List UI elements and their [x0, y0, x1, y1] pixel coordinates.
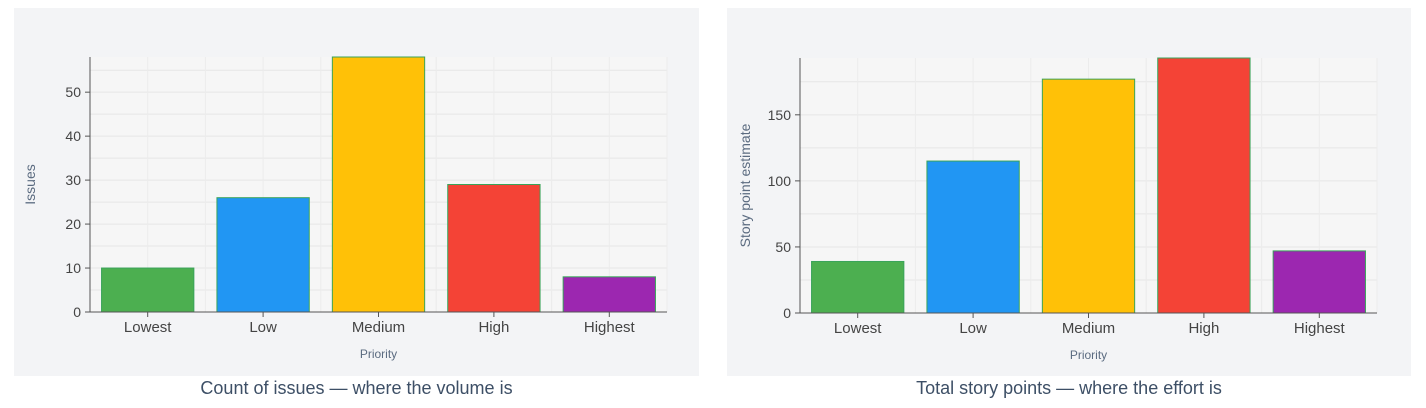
y-tick-label: 50: [65, 84, 81, 100]
x-tick-label: High: [478, 319, 509, 336]
y-axis-title: Issues: [22, 164, 38, 204]
x-tick-label: Lowest: [124, 319, 172, 336]
x-tick-label: Medium: [1062, 320, 1115, 337]
y-tick-label: 0: [73, 304, 81, 320]
x-tick-label: Lowest: [834, 320, 882, 337]
y-tick-label: 20: [65, 216, 81, 232]
x-tick-label: Highest: [1294, 320, 1346, 337]
x-tick-label: High: [1188, 320, 1219, 337]
bar-lowest: [811, 260, 905, 314]
chart-panel-story-points: 0 50 100 150 Lowest Low Medium High Highest Prior…: [727, 8, 1411, 376]
bar-lowest: [101, 267, 195, 313]
bar-highest: [562, 276, 656, 313]
bar-low: [216, 197, 310, 313]
chart-caption-issues: Count of issues — where the volume is: [200, 378, 513, 398]
x-tick-label: Low: [249, 319, 277, 336]
x-axis-title: Priority: [1070, 348, 1107, 362]
bar-medium: [1041, 78, 1136, 314]
bar-high: [1157, 57, 1251, 314]
x-tick-label: Medium: [352, 319, 405, 336]
chart-caption-story-points: Total story points — where the effort is: [916, 378, 1222, 398]
y-tick-label: 30: [65, 172, 81, 188]
y-tick-label: 0: [783, 305, 791, 321]
y-tick-label: 150: [768, 107, 792, 123]
x-tick-label: Low: [959, 320, 987, 337]
bar-low: [926, 160, 1020, 314]
bar-highest: [1272, 250, 1366, 314]
x-tick-label: Highest: [584, 319, 636, 336]
y-tick-label: 100: [768, 173, 792, 189]
issues-by-priority-chart: 0 10 20 30 40 50 Lowest Low Medium High Highest Pri…: [22, 56, 668, 361]
y-tick-label: 10: [65, 260, 81, 276]
x-axis-title: Priority: [360, 347, 397, 361]
y-tick-label: 40: [65, 128, 81, 144]
y-tick-label: 50: [775, 239, 791, 255]
chart-panel-issues: 0 10 20 30 40 50 Lowest Low Medium High Highest Pri…: [14, 8, 699, 376]
y-axis-title: Story point estimate: [737, 123, 753, 247]
bar-high: [447, 184, 541, 313]
bar-medium: [331, 56, 426, 313]
story-points-by-priority-chart: 0 50 100 150 Lowest Low Medium High Highest Prior…: [737, 57, 1378, 362]
